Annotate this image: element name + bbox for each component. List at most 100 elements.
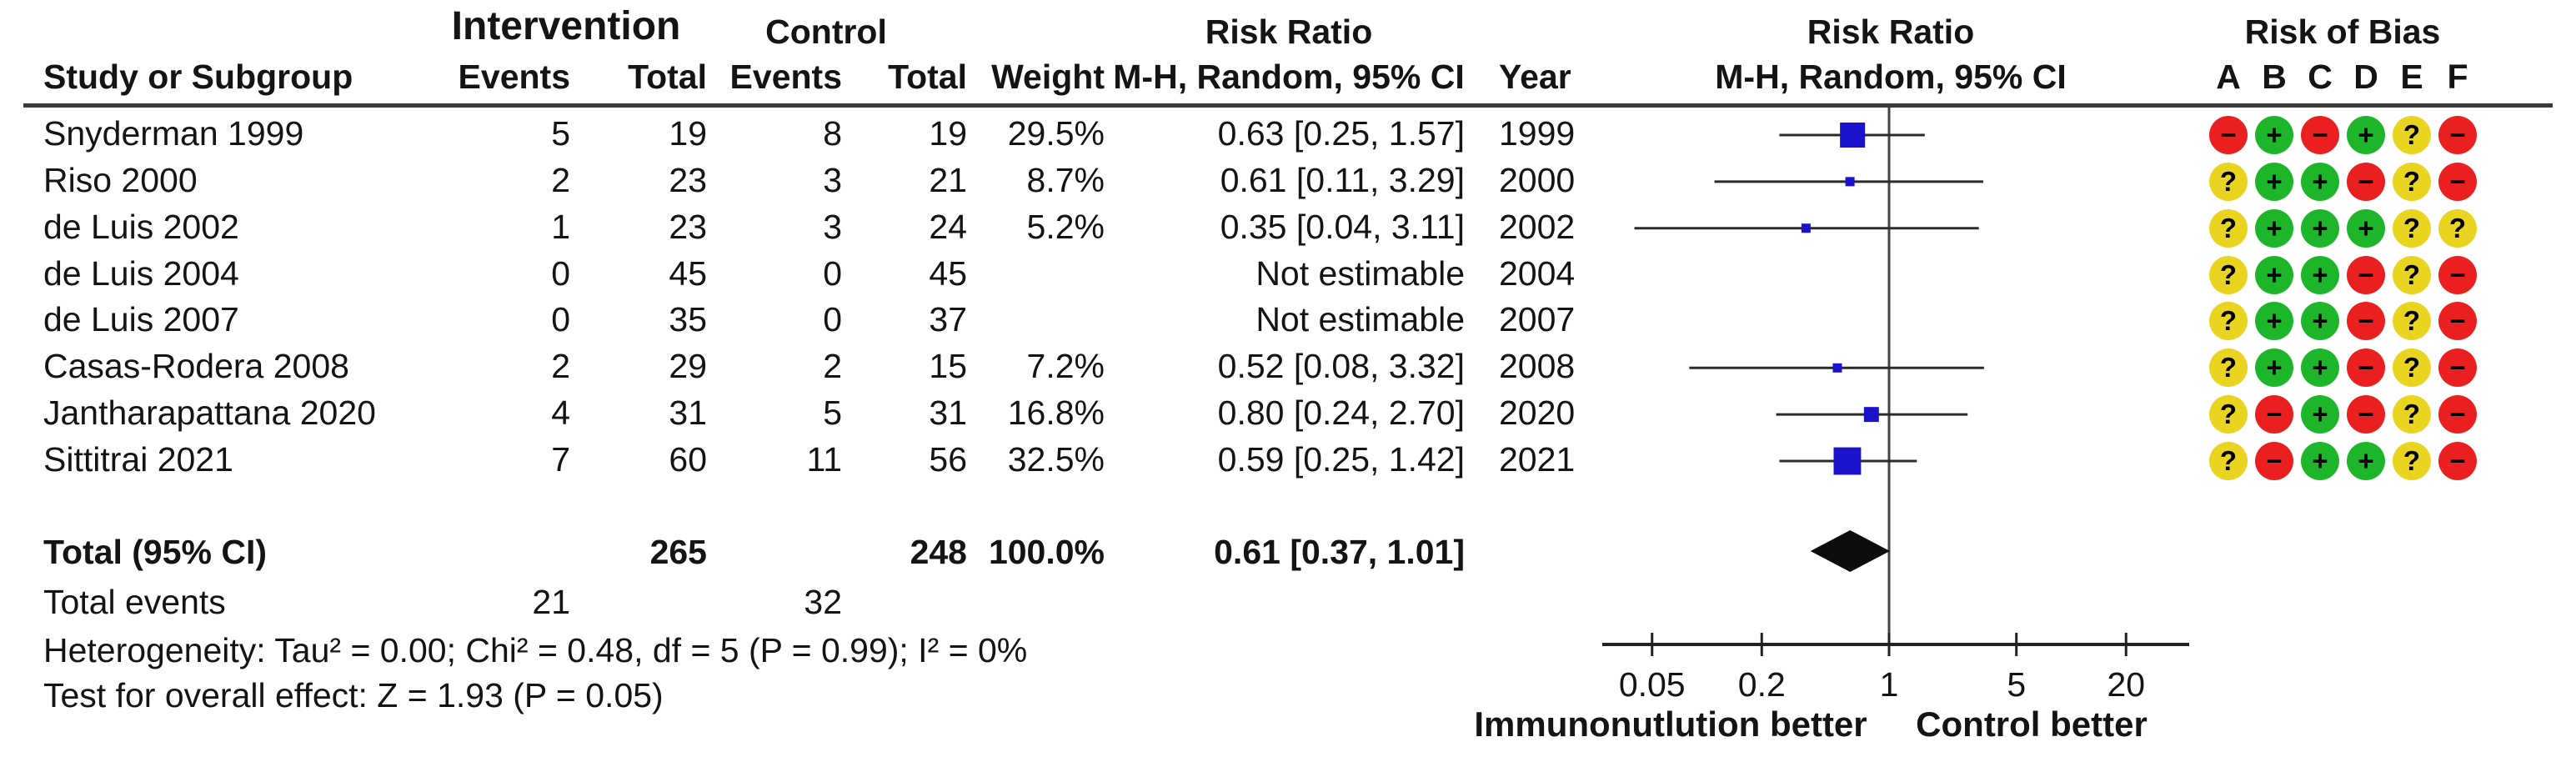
rob-circle-minus: − <box>2347 348 2385 388</box>
rob-circle-plus: + <box>2347 116 2385 154</box>
study-year: 1999 <box>1499 114 1576 153</box>
study-int-events: 4 <box>551 394 570 433</box>
study-int-total: 60 <box>669 440 707 479</box>
study-weight: 8.7% <box>1026 160 1105 199</box>
rob-circle-unclear: ? <box>2393 442 2431 481</box>
col-header-int-events: Events <box>458 58 570 96</box>
study-int-events: 1 <box>551 207 570 246</box>
total-events-int: 21 <box>532 583 570 621</box>
rob-circle-plus: + <box>2255 302 2293 341</box>
study-int-total: 29 <box>669 347 707 386</box>
rob-circle-plus: + <box>2301 208 2339 248</box>
col-header-mh-ci-text: M-H, Random, 95% CI <box>1113 58 1465 96</box>
axis-tick-label: 1 <box>1880 665 1899 704</box>
rob-circle-unclear: ? <box>2393 348 2431 388</box>
study-int-events: 2 <box>551 160 570 199</box>
rob-letter-A: A <box>2216 58 2241 96</box>
rob-letter-E: E <box>2400 58 2423 96</box>
rob-circle-plus: + <box>2301 348 2339 388</box>
effect-square <box>1840 122 1866 148</box>
rob-circle-plus: + <box>2255 116 2293 154</box>
study-ctrl-total: 24 <box>929 207 967 246</box>
col-header-mh-ci-plot: M-H, Random, 95% CI <box>1715 58 2067 96</box>
study-int-total: 23 <box>669 160 707 199</box>
study-rr-text: Not estimable <box>1255 253 1465 293</box>
rob-circle-plus: + <box>2255 255 2293 294</box>
total-events-ctrl: 32 <box>804 583 842 621</box>
study-rr-text: 0.61 [0.11, 3.29] <box>1220 160 1465 199</box>
total-ctrl-total: 248 <box>910 533 967 571</box>
study-int-total: 23 <box>669 207 707 246</box>
pooled-diamond <box>1810 530 1890 572</box>
header-risk-ratio-plot: Risk Ratio <box>1807 13 1975 51</box>
study-rr-text: Not estimable <box>1255 300 1465 339</box>
rob-circle-minus: − <box>2347 395 2385 434</box>
study-year: 2002 <box>1499 207 1576 246</box>
study-year: 2021 <box>1499 440 1576 479</box>
study-name: de Luis 2007 <box>43 300 239 339</box>
rob-circle-unclear: ? <box>2209 208 2248 248</box>
study-rr-text: 0.63 [0.25, 1.57] <box>1217 114 1465 153</box>
rob-circle-plus: + <box>2347 442 2385 481</box>
rob-circle-unclear: ? <box>2209 395 2248 434</box>
study-weight: 32.5% <box>1007 440 1105 479</box>
study-name: Riso 2000 <box>43 160 198 199</box>
study-rr-text: 0.59 [0.25, 1.42] <box>1217 440 1465 479</box>
study-rr-text: 0.52 [0.08, 3.32] <box>1217 347 1465 386</box>
study-int-events: 2 <box>551 347 570 386</box>
rob-circle-plus: + <box>2255 208 2293 248</box>
rob-circle-unclear: ? <box>2209 255 2248 294</box>
rob-circle-minus: − <box>2347 255 2385 294</box>
rob-circle-plus: + <box>2301 442 2339 481</box>
study-weight: 16.8% <box>1007 394 1105 433</box>
header-risk-ratio-text: Risk Ratio <box>1205 13 1373 51</box>
study-ctrl-events: 11 <box>806 440 842 479</box>
axis-tick-label: 5 <box>2007 665 2026 704</box>
total-weight: 100.0% <box>988 533 1105 571</box>
col-header-int-total: Total <box>628 58 707 96</box>
total-rr-ci: 0.61 [0.37, 1.01] <box>1214 533 1465 571</box>
study-int-total: 19 <box>669 114 707 153</box>
rob-circle-minus: − <box>2255 442 2293 481</box>
study-year: 2020 <box>1499 394 1576 433</box>
axis-tick-label: 0.2 <box>1738 665 1786 704</box>
axis-label-right: Control better <box>1916 704 2148 744</box>
rob-circle-plus: + <box>2301 255 2339 294</box>
rob-circle-unclear: ? <box>2393 302 2431 341</box>
header-risk-of-bias: Risk of Bias <box>2244 13 2441 51</box>
study-int-events: 5 <box>551 114 570 153</box>
rob-circle-unclear: ? <box>2393 162 2431 201</box>
study-ctrl-total: 56 <box>929 440 967 479</box>
rob-circle-plus: + <box>2301 395 2339 434</box>
rob-letter-B: B <box>2262 58 2287 96</box>
rob-letter-C: C <box>2308 58 2333 96</box>
col-header-study: Study or Subgroup <box>43 58 353 96</box>
total-row-label: Total (95% CI) <box>43 533 268 571</box>
study-int-events: 7 <box>551 440 570 479</box>
study-ctrl-events: 8 <box>823 114 842 153</box>
study-int-total: 31 <box>669 394 707 433</box>
rob-circle-minus: − <box>2347 162 2385 201</box>
total-events-label: Total events <box>43 583 226 621</box>
rob-circle-plus: + <box>2255 162 2293 201</box>
rob-circle-minus: − <box>2438 348 2477 388</box>
study-name: Casas-Rodera 2008 <box>43 347 349 386</box>
rob-circle-minus: − <box>2438 395 2477 434</box>
effect-square <box>1833 447 1862 475</box>
study-year: 2008 <box>1499 347 1576 386</box>
study-year: 2007 <box>1499 300 1576 339</box>
rob-circle-minus: − <box>2209 116 2248 154</box>
study-ctrl-total: 37 <box>929 300 967 339</box>
study-int-total: 35 <box>669 300 707 339</box>
header-rule <box>23 103 2553 108</box>
study-ctrl-events: 5 <box>823 394 842 433</box>
study-int-events: 0 <box>551 300 570 339</box>
study-ctrl-total: 21 <box>929 160 967 199</box>
rob-circle-unclear: ? <box>2393 255 2431 294</box>
study-name: Sittitrai 2021 <box>43 440 233 479</box>
effect-square <box>1832 363 1842 373</box>
effect-square <box>1845 177 1855 187</box>
rob-circle-unclear: ? <box>2393 395 2431 434</box>
